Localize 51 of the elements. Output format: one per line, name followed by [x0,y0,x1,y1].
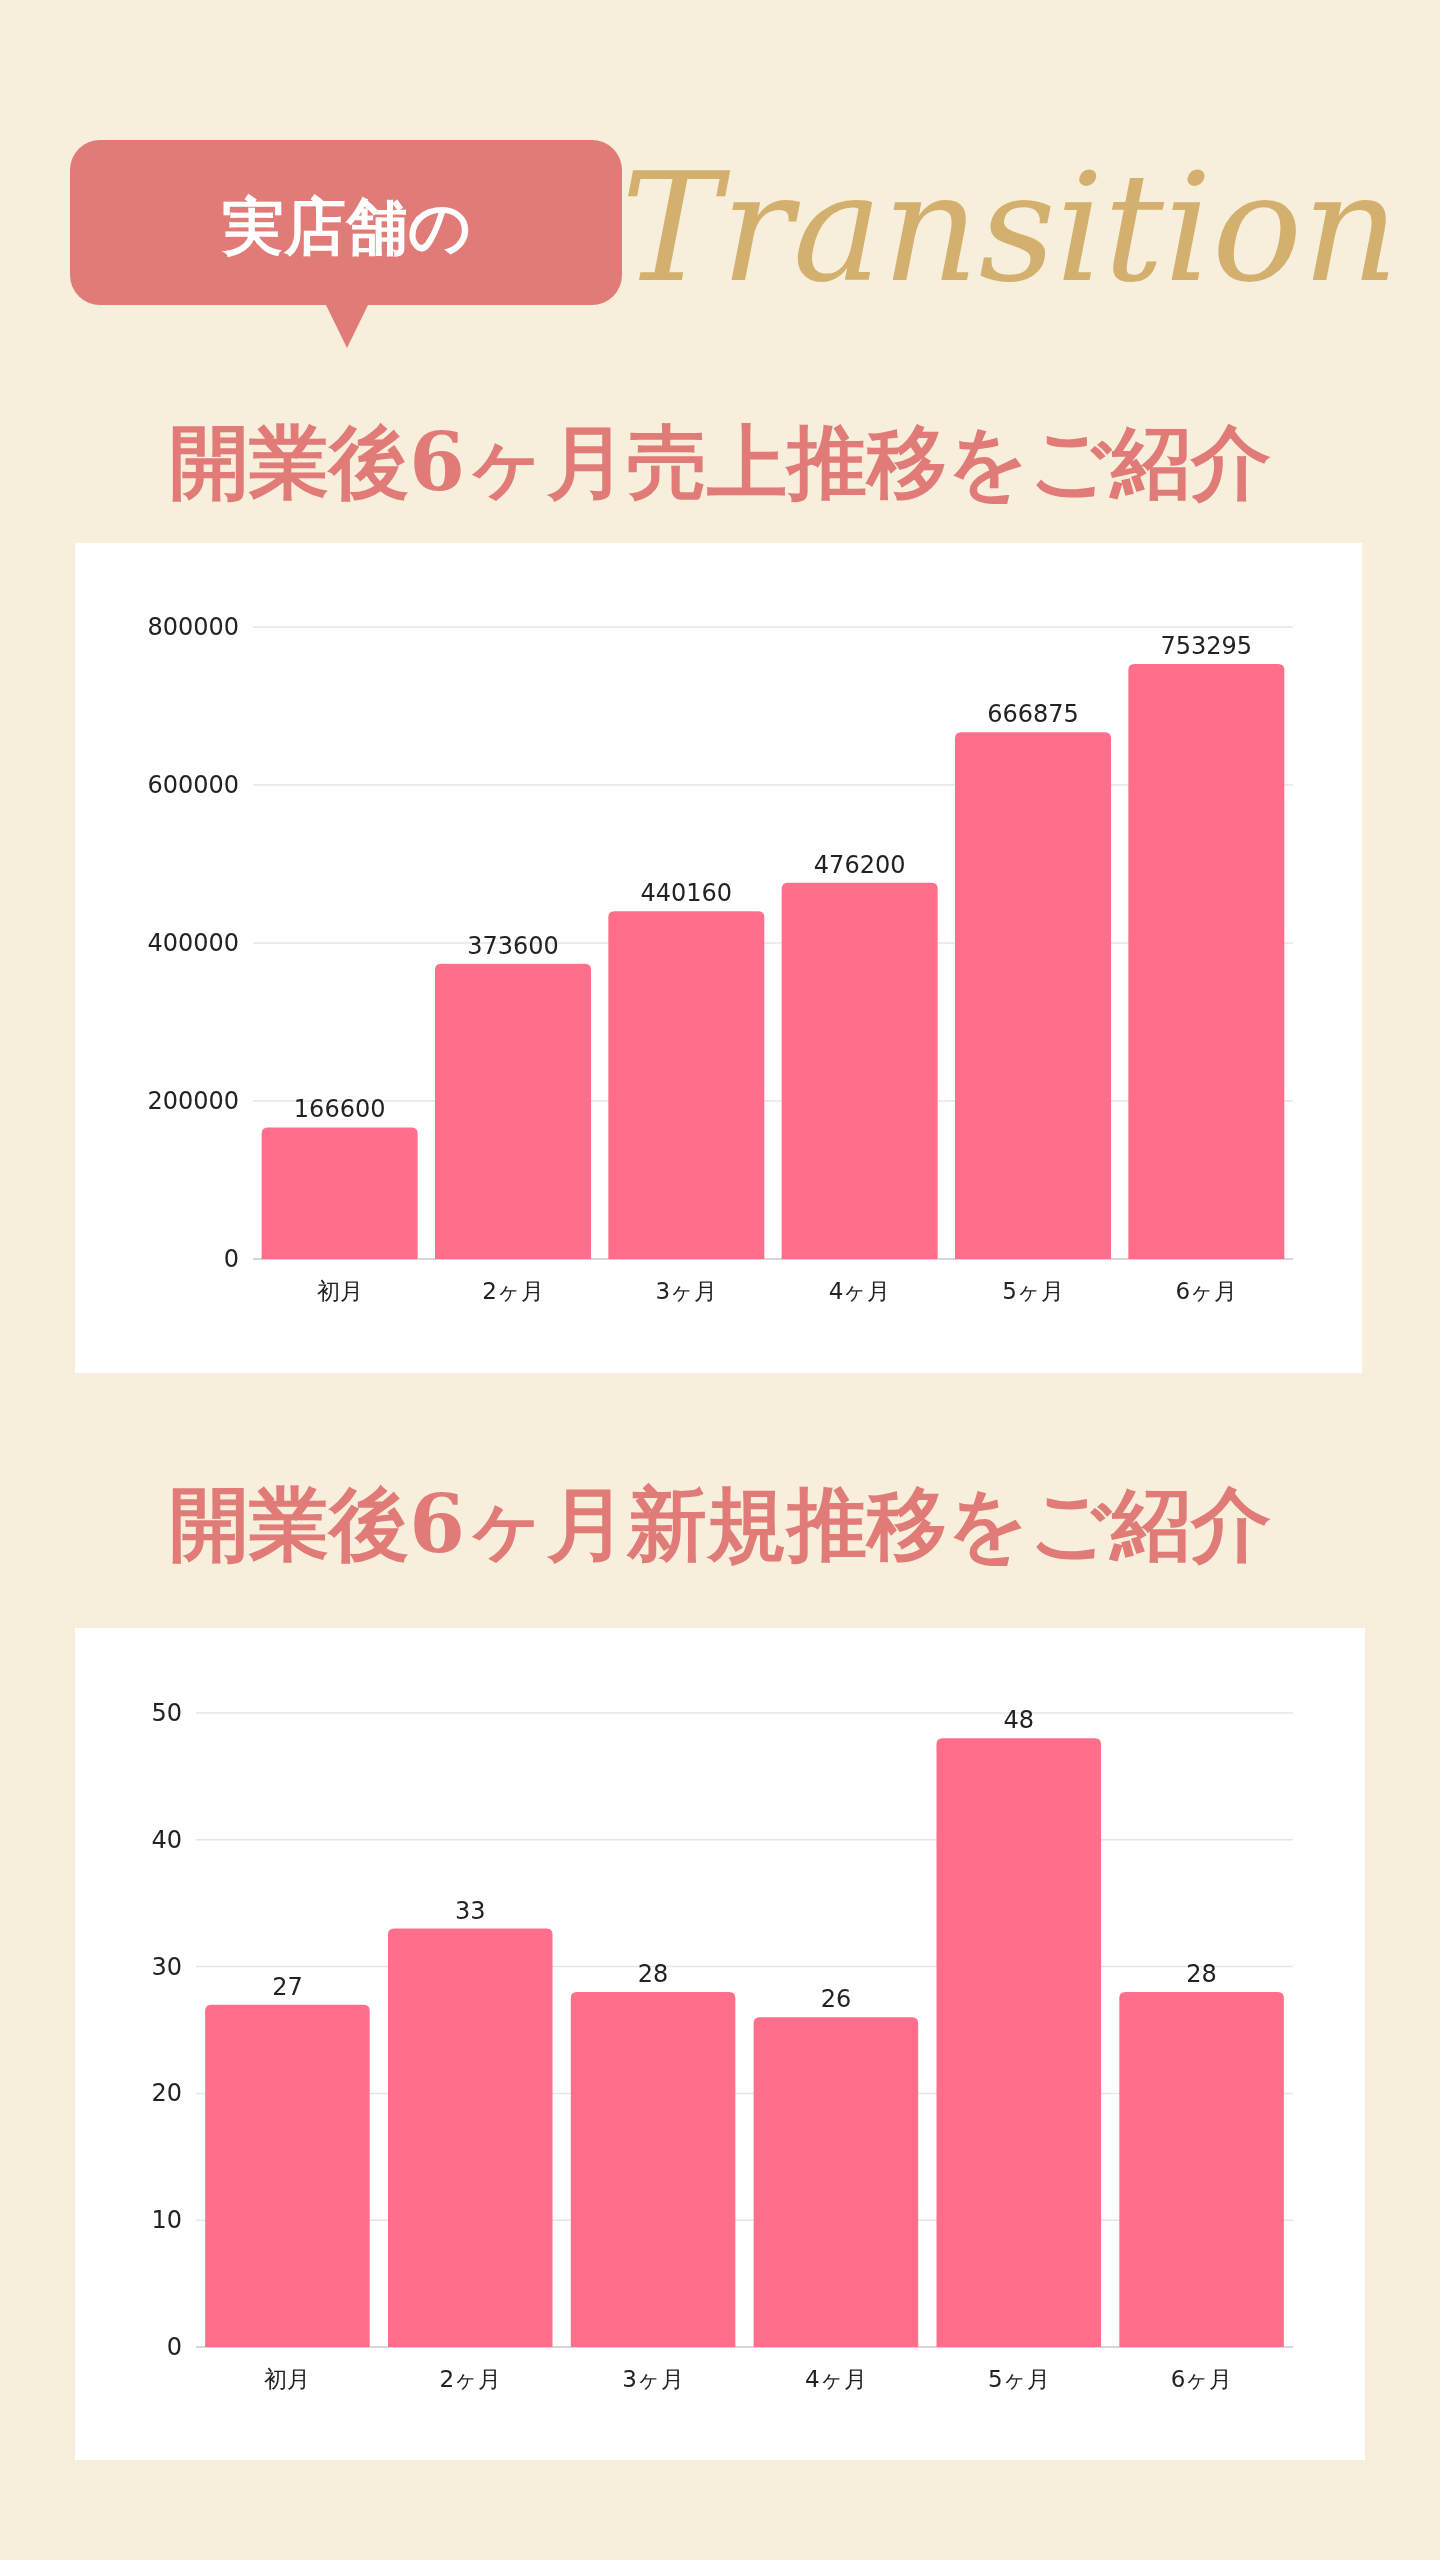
y-tick-label: 20 [151,2079,182,2108]
x-tick-label: 2ヶ月 [439,2366,502,2392]
y-tick-label: 10 [151,2206,182,2235]
bar [205,2004,370,2347]
bar [608,911,765,1259]
bar [781,882,938,1259]
x-tick-label: 6ヶ月 [1175,1278,1238,1304]
bar [1128,663,1285,1259]
data-label: 666875 [987,700,1079,729]
y-tick-label: 0 [223,1245,239,1273]
x-tick-label: 4ヶ月 [805,2366,867,2392]
chart-title: 開業後6ヶ月売上推移をご紹介 [169,415,1271,509]
y-tick-label: 30 [151,1952,182,1981]
data-label: 476200 [813,850,906,879]
y-tick-label: 400000 [147,929,239,957]
x-tick-label: 初月 [264,2366,311,2392]
data-label: 28 [1186,1959,1217,1988]
x-tick-label: 2ヶ月 [482,1278,544,1304]
y-tick-label: 800000 [147,613,239,641]
x-tick-label: 初月 [316,1278,363,1304]
data-label: 28 [637,1959,669,1988]
text: 実店舗の [220,190,471,263]
bar [955,732,1111,1259]
data-label: 26 [820,1985,852,2014]
data-label: 48 [1003,1706,1035,1735]
x-tick-label: 4ヶ月 [828,1278,891,1304]
bar [570,1991,736,2347]
data-label: 373600 [467,931,559,960]
y-tick-label: 600000 [147,771,239,799]
text: Transition [621,141,1399,315]
y-tick-label: 0 [166,2333,182,2361]
bar [435,963,591,1259]
x-tick-label: 6ヶ月 [1170,2366,1233,2392]
bar [753,2017,919,2347]
x-tick-label: 3ヶ月 [622,2366,684,2392]
data-label: 33 [454,1896,486,1925]
x-tick-label: 5ヶ月 [1002,1278,1064,1304]
data-label: 166600 [293,1095,386,1124]
data-label: 27 [272,1972,303,2001]
bar [261,1127,418,1259]
data-label: 440160 [640,879,733,908]
data-label: 753295 [1160,631,1253,660]
y-tick-label: 40 [151,1825,182,1854]
x-tick-label: 5ヶ月 [987,2366,1050,2392]
bar [936,1738,1102,2347]
bar [387,1928,553,2347]
chart-title: 開業後6ヶ月新規推移をご紹介 [169,1477,1271,1571]
y-tick-label: 50 [151,1699,182,1727]
bar [1119,1991,1284,2347]
x-tick-label: 3ヶ月 [655,1278,718,1304]
y-tick-label: 200000 [147,1087,239,1115]
